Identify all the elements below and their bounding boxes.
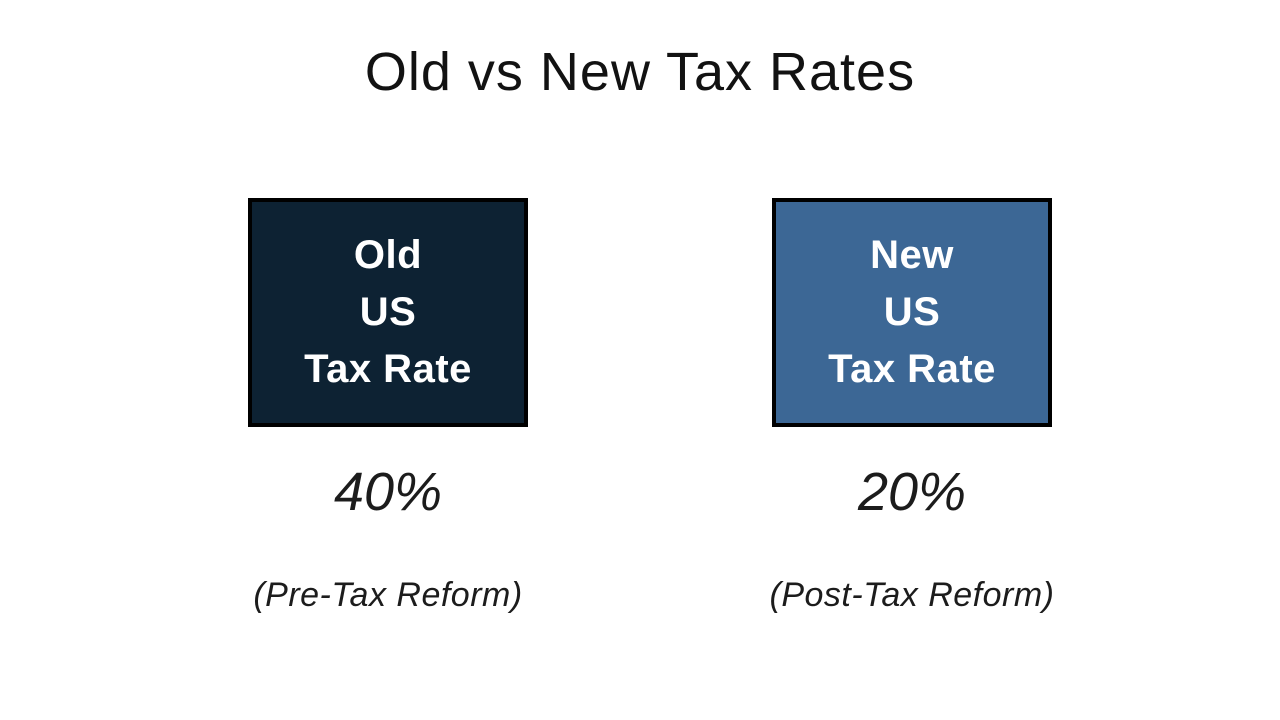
old-tax-box-line-2: US (359, 290, 417, 334)
slide-title: Old vs New Tax Rates (364, 42, 916, 102)
new-tax-column: New US Tax Rate 20% (Post-Tax Reform) (769, 198, 1055, 615)
old-tax-box-line-3: Tax Rate (304, 347, 472, 391)
new-tax-box-line-3: Tax Rate (828, 347, 996, 391)
old-tax-box: Old US Tax Rate (248, 198, 528, 427)
new-tax-box-line-2: US (883, 290, 941, 334)
new-tax-box-line-1: New (870, 233, 954, 277)
old-tax-column: Old US Tax Rate 40% (Pre-Tax Reform) (248, 198, 528, 615)
new-tax-rate-caption: (Post-Tax Reform) (769, 576, 1055, 614)
old-tax-rate-value: 40% (333, 462, 443, 522)
old-tax-box-line-1: Old (353, 233, 423, 277)
old-tax-rate-caption: (Pre-Tax Reform) (253, 576, 523, 614)
new-tax-box: New US Tax Rate (772, 198, 1052, 427)
new-tax-rate-value: 20% (857, 462, 967, 522)
